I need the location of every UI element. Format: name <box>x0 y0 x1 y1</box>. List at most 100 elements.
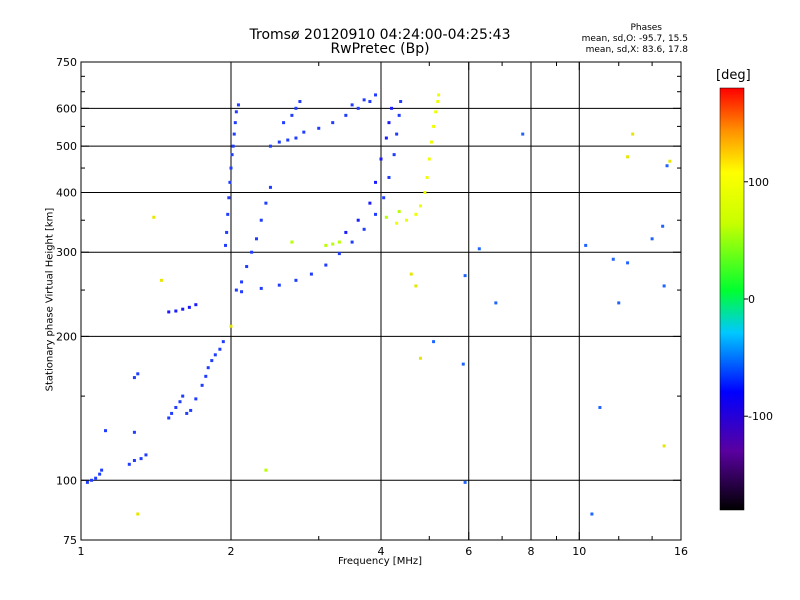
data-point <box>167 416 171 420</box>
data-point <box>631 132 635 136</box>
data-point <box>432 124 436 128</box>
data-point <box>626 261 630 265</box>
data-point <box>226 212 230 216</box>
data-point <box>317 126 321 130</box>
phases-heading: Phases <box>630 23 662 33</box>
colorbar-tick-label: -100 <box>748 410 773 423</box>
data-point <box>298 100 302 104</box>
data-point <box>650 237 654 241</box>
data-points <box>85 93 672 516</box>
data-point <box>344 230 348 234</box>
data-point <box>423 190 427 194</box>
data-point <box>436 100 440 104</box>
data-point <box>384 136 388 140</box>
data-point <box>218 347 222 351</box>
data-point <box>136 372 140 376</box>
data-point <box>611 257 615 261</box>
data-point <box>290 113 294 117</box>
data-point <box>236 103 240 107</box>
phase-stats-o: mean, sd,O: -95.7, 15.5 <box>581 34 688 44</box>
data-point <box>350 103 354 107</box>
data-point <box>397 113 401 117</box>
data-point <box>132 458 136 462</box>
data-point <box>282 121 286 125</box>
data-point <box>399 100 403 104</box>
data-point <box>374 212 378 216</box>
colorbar-ticks: 100 0 -100 <box>744 176 773 423</box>
chart-title: Tromsø 20120910 04:24:00-04:25:43 <box>249 27 511 43</box>
data-point <box>425 175 429 179</box>
data-point <box>268 144 272 148</box>
axis-ticks <box>80 61 682 541</box>
data-point <box>392 153 396 157</box>
data-point <box>477 247 481 251</box>
data-point <box>233 121 237 125</box>
data-point <box>229 166 233 170</box>
data-point <box>414 284 418 288</box>
data-point <box>662 284 666 288</box>
data-point <box>395 132 399 136</box>
data-point <box>231 144 235 148</box>
data-point <box>181 394 185 398</box>
plot-grid <box>81 62 681 540</box>
data-point <box>127 462 131 466</box>
data-point <box>434 110 438 114</box>
data-point <box>374 180 378 184</box>
data-point <box>598 405 602 409</box>
data-point <box>224 243 228 247</box>
data-point <box>397 210 401 214</box>
data-point <box>617 301 621 305</box>
data-point <box>187 305 191 309</box>
data-point <box>302 130 306 134</box>
data-point <box>395 221 399 225</box>
data-point <box>181 307 185 311</box>
data-point <box>414 212 418 216</box>
x-axis-label: Frequency [MHz] <box>337 556 423 567</box>
data-point <box>104 429 108 433</box>
data-point <box>362 227 366 231</box>
data-point <box>200 383 204 387</box>
data-point <box>661 224 665 228</box>
data-point <box>100 468 104 472</box>
data-point <box>331 121 335 125</box>
data-point <box>387 121 391 125</box>
data-point <box>409 272 413 276</box>
data-point <box>368 100 372 104</box>
data-point <box>429 140 433 144</box>
phase-stats-x: mean, sd,X: 83.6, 17.8 <box>585 45 688 55</box>
y-tick-label: 200 <box>56 330 77 343</box>
data-point <box>204 374 208 378</box>
data-point <box>290 240 294 244</box>
data-point <box>232 132 236 136</box>
data-point <box>132 376 136 380</box>
data-point <box>240 290 244 294</box>
data-point <box>136 512 140 516</box>
data-point <box>268 185 272 189</box>
data-point <box>210 359 214 363</box>
colorbar <box>719 87 745 511</box>
data-point <box>277 140 281 144</box>
data-point <box>174 405 178 409</box>
y-tick-label: 100 <box>56 474 77 487</box>
x-tick-label: 16 <box>674 545 688 558</box>
data-point <box>90 478 94 482</box>
data-point <box>356 218 360 222</box>
data-point <box>331 242 335 246</box>
data-point <box>294 136 298 140</box>
colorbar-tick-label: 0 <box>748 293 755 306</box>
data-point <box>259 286 263 290</box>
data-point <box>590 512 594 516</box>
data-point <box>337 240 341 244</box>
data-point <box>418 204 422 208</box>
data-point <box>98 472 102 476</box>
y-tick-label: 750 <box>56 56 77 69</box>
data-point <box>521 132 525 136</box>
data-point <box>94 476 98 480</box>
chart-subtitle: RwPretec (Bp) <box>330 41 430 57</box>
data-point <box>206 366 210 370</box>
data-point <box>294 106 298 110</box>
data-point <box>668 159 672 163</box>
data-point <box>463 480 467 484</box>
data-point <box>337 252 341 256</box>
